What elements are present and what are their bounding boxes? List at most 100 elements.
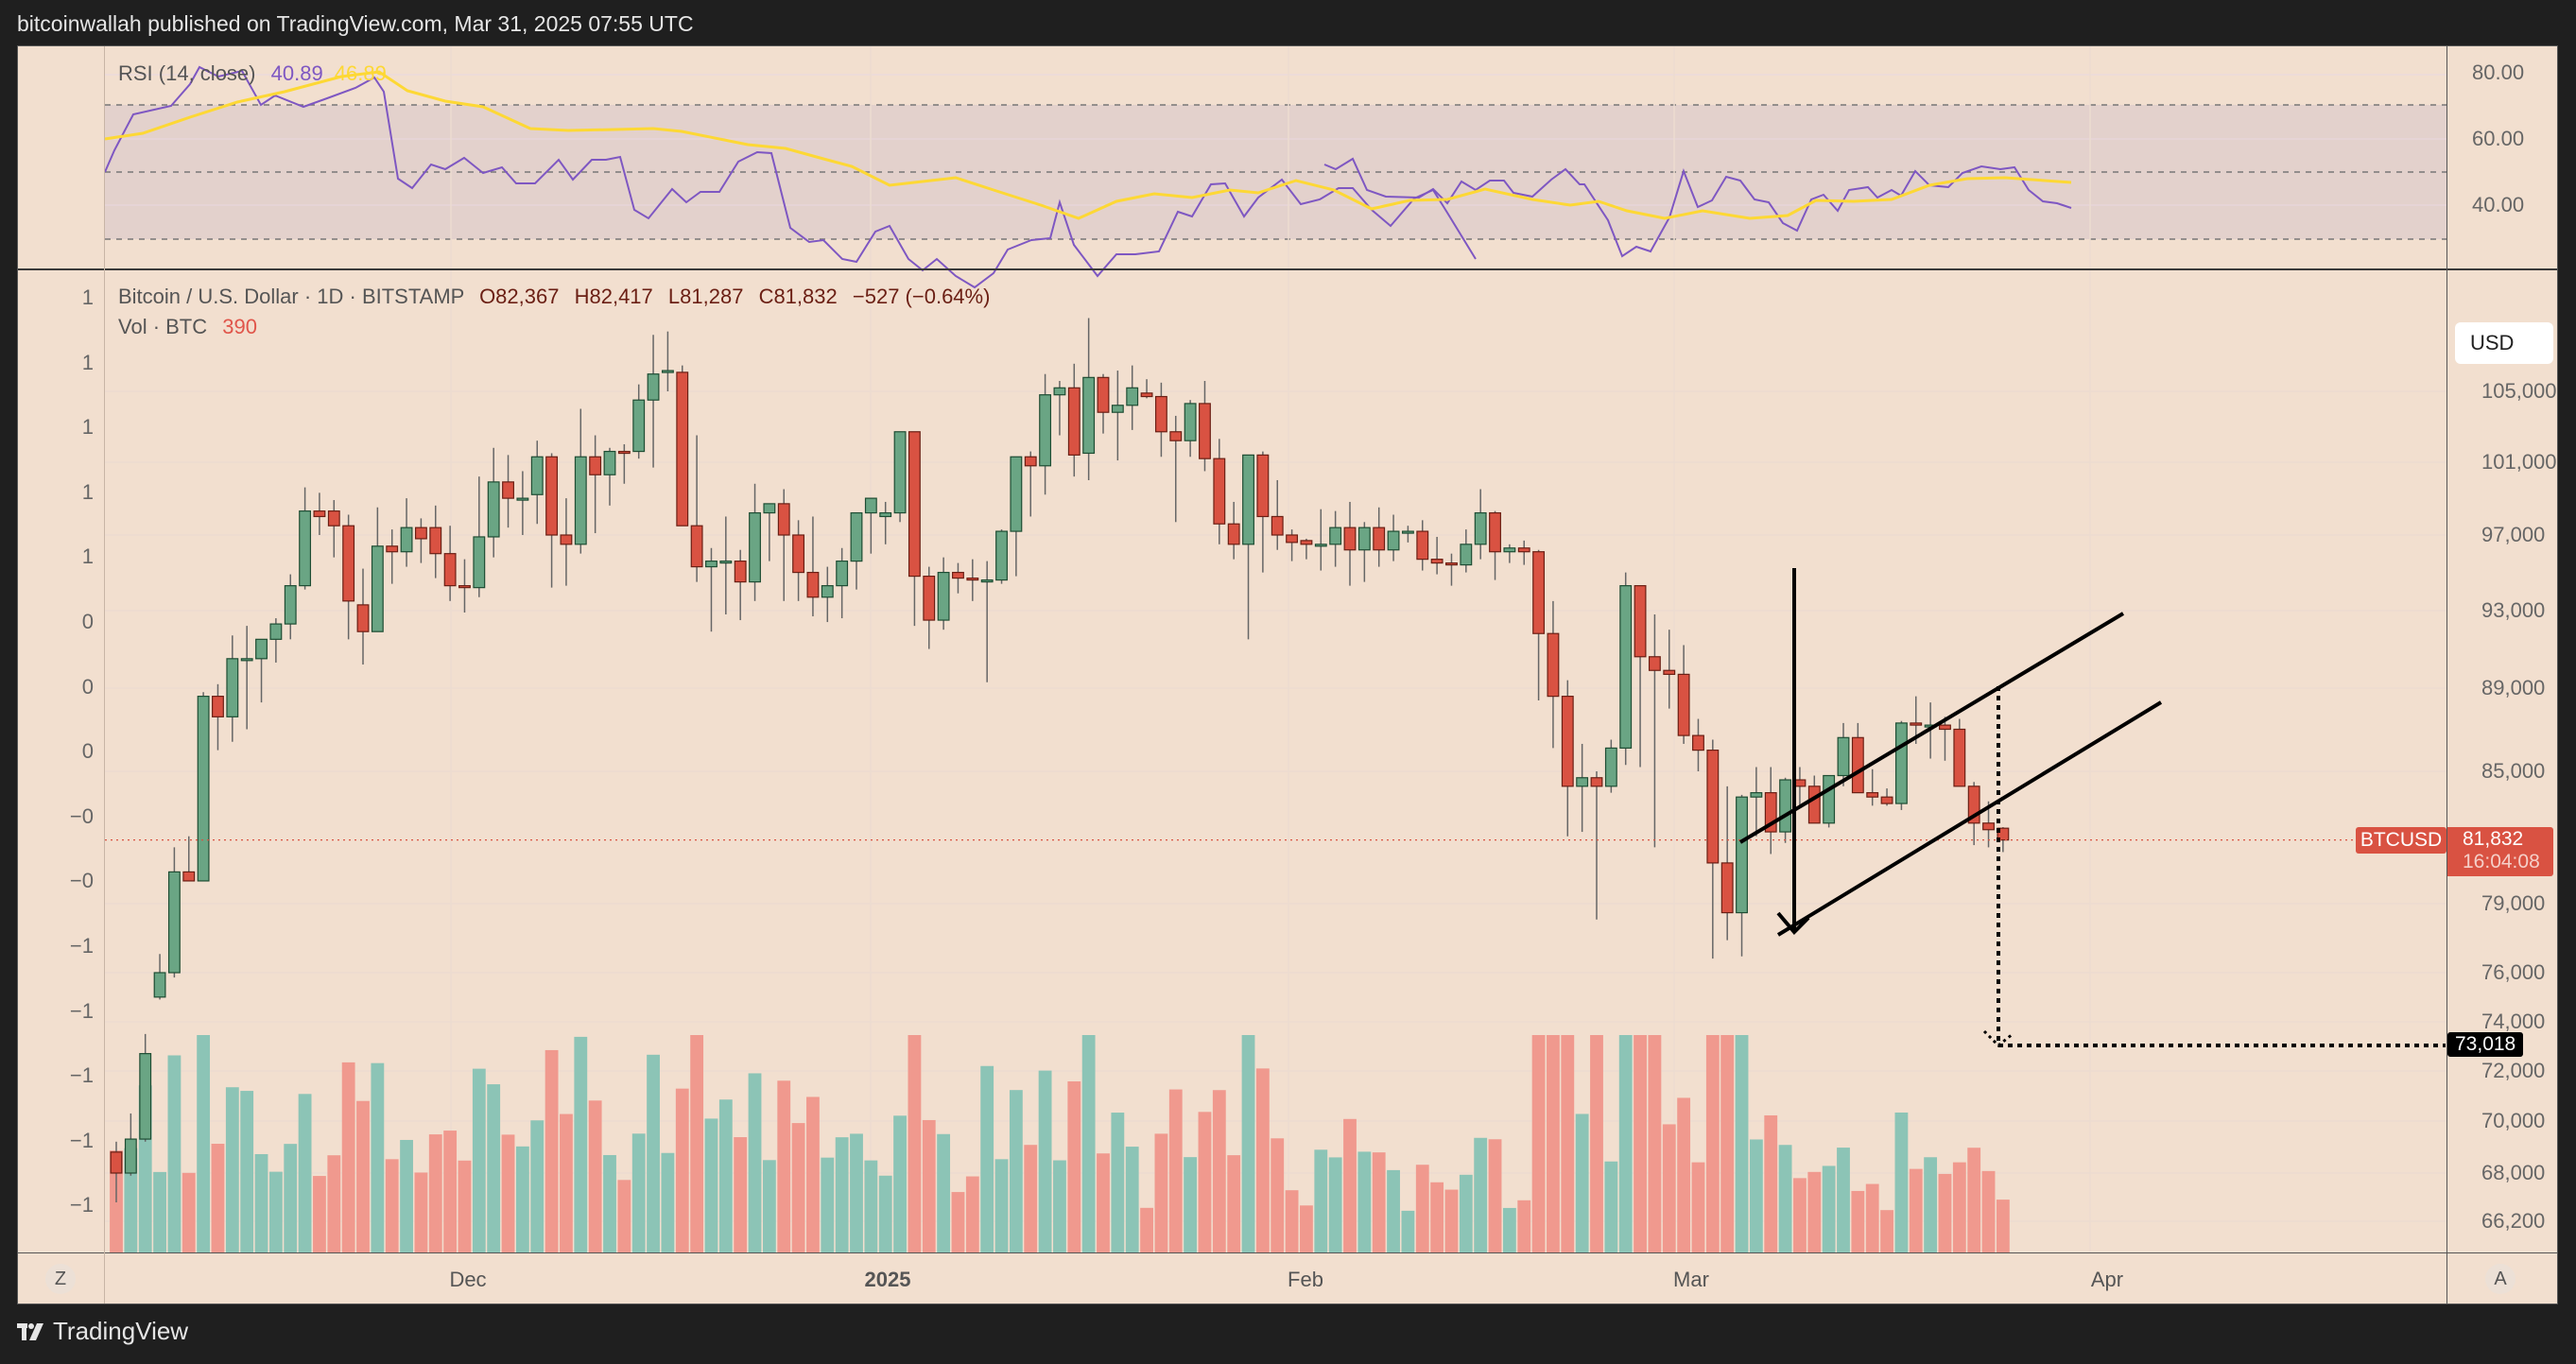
volume-bar <box>211 1144 225 1252</box>
candle-body <box>1547 632 1560 698</box>
left-scale-tick: −1 <box>69 1063 94 1088</box>
candle-body <box>1445 562 1458 566</box>
auto-scale-button[interactable]: A <box>2485 1264 2515 1294</box>
rsi-legend[interactable]: RSI (14, close) 40.89 46.89 <box>118 61 387 86</box>
candle-body <box>167 871 181 974</box>
volume-bar <box>1705 1035 1720 1252</box>
candle-body <box>1067 387 1081 456</box>
candle-body <box>1169 431 1183 441</box>
candle-body <box>386 545 399 553</box>
candle-body <box>1837 736 1850 777</box>
rsi-line <box>104 65 1477 289</box>
volume-bar <box>182 1172 196 1252</box>
volume-bar <box>1778 1145 1792 1252</box>
volume-bar <box>1415 1165 1429 1252</box>
volume-bar <box>1735 1035 1749 1252</box>
candle-body <box>937 571 950 621</box>
volume-bar <box>1677 1097 1691 1252</box>
candle-body <box>1779 779 1792 833</box>
volume-bar <box>1793 1178 1807 1252</box>
volume-bar <box>922 1119 936 1252</box>
volume-legend[interactable]: Vol · BTC 390 <box>118 315 257 339</box>
candle-body <box>1430 559 1444 564</box>
volume-bar <box>631 1133 646 1252</box>
volume-bar <box>647 1054 660 1252</box>
volume-bar <box>1401 1210 1415 1252</box>
volume-bar <box>1474 1137 1488 1252</box>
candle-body <box>414 527 427 540</box>
candle-body <box>719 561 733 564</box>
volume-bar <box>284 1144 298 1252</box>
left-scale-tick: −0 <box>69 869 94 893</box>
ohlc-high: H82,417 <box>574 285 653 308</box>
candle-body <box>1199 403 1211 459</box>
candle-body <box>1140 392 1153 398</box>
symbol-legend[interactable]: Bitcoin / U.S. Dollar · 1D · BITSTAMP O8… <box>118 285 990 309</box>
candle-body <box>966 577 979 581</box>
candle-body <box>443 553 457 587</box>
candle-body <box>1503 547 1516 553</box>
left-scale-tick: −1 <box>69 1193 94 1217</box>
volume-bar <box>748 1073 762 1252</box>
candle-body <box>1648 656 1661 671</box>
chart-canvas[interactable] <box>18 46 2557 1304</box>
candle-body <box>1750 792 1763 798</box>
volume-bar <box>850 1133 863 1252</box>
channel-lower-line <box>1776 700 2163 937</box>
left-scale-tick: 0 <box>81 739 94 764</box>
candle-body <box>487 481 500 538</box>
ohlc-open: O82,367 <box>479 285 560 308</box>
rsi-pane-divider[interactable] <box>18 268 2557 270</box>
volume-bar <box>1691 1162 1705 1252</box>
volume-bar <box>937 1133 951 1252</box>
ohlc-low: L81,287 <box>667 285 744 308</box>
volume-bar <box>1300 1205 1313 1252</box>
candle-body <box>1894 722 1908 804</box>
volume-bar <box>965 1176 979 1252</box>
candle-body <box>110 1151 123 1174</box>
volume-bar <box>1749 1139 1763 1252</box>
time-label-apr: Apr <box>2090 1268 2124 1291</box>
zoom-reset-button[interactable]: Z <box>45 1264 76 1294</box>
candle-body <box>864 497 877 514</box>
left-scale-tick: −1 <box>69 934 94 958</box>
candle-body <box>1184 403 1197 441</box>
candle-body <box>1373 527 1386 551</box>
left-scale-tick: 1 <box>81 479 94 504</box>
volume-bar <box>1952 1162 1966 1252</box>
volume-bar <box>225 1087 239 1252</box>
left-scale-tick: 1 <box>81 350 94 374</box>
volume-bar <box>1909 1168 1923 1252</box>
volume-bar <box>893 1115 907 1252</box>
candle-body <box>1416 530 1429 561</box>
volume-bar <box>1561 1035 1575 1252</box>
candle-body <box>821 585 834 598</box>
currency-button[interactable]: USD <box>2455 322 2553 364</box>
candle-body <box>139 1053 152 1140</box>
volume-bar <box>197 1035 211 1252</box>
candle-body <box>980 578 994 583</box>
volume-bar <box>1241 1035 1255 1252</box>
footer-brand[interactable]: TradingView <box>17 1317 188 1346</box>
left-scale-tick: 0 <box>81 674 94 699</box>
volume-bar <box>428 1134 442 1252</box>
volume-bar <box>1097 1153 1110 1252</box>
volume-bar <box>762 1160 776 1252</box>
volume-bar <box>821 1157 835 1252</box>
left-axis-divider <box>104 46 105 1304</box>
last-price-tag: 81,832 16:04:08 <box>2447 827 2553 876</box>
volume-bar <box>1212 1090 1226 1252</box>
rsi-label: RSI (14, close) <box>118 61 256 85</box>
candle-body <box>1111 405 1124 413</box>
volume-bar <box>240 1091 254 1252</box>
candle-body <box>313 510 326 518</box>
candle-body <box>1866 792 1879 798</box>
volume-bar <box>1444 1189 1459 1252</box>
time-label-2025: 2025 <box>864 1268 911 1291</box>
volume-bar <box>878 1175 892 1252</box>
volume-bar <box>1285 1190 1299 1252</box>
volume-bar <box>1604 1161 1618 1252</box>
volume-bar <box>791 1123 805 1252</box>
candle-body <box>269 623 283 640</box>
volume-bar <box>1168 1089 1183 1252</box>
